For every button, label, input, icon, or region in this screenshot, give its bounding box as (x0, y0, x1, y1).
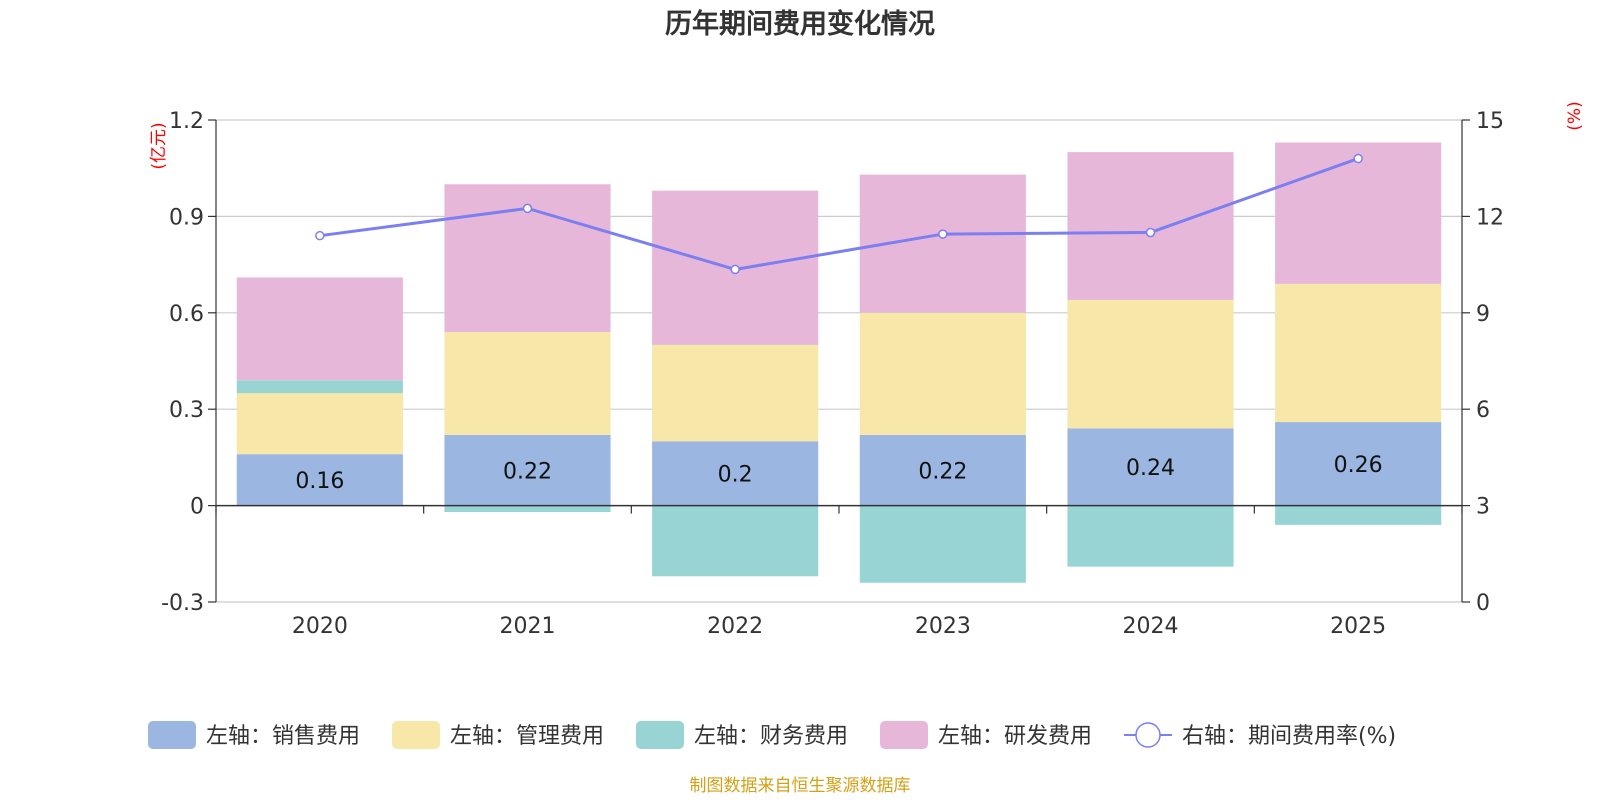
bar-2021-左轴：销售费用 (444, 434, 611, 506)
right-axis-unit-label: (%) (1565, 101, 1585, 130)
bar-2023-左轴：销售费用 (859, 434, 1026, 506)
bar-2025-左轴：管理费用 (1275, 283, 1442, 423)
bar-series (236, 142, 1442, 583)
legend-swatch (636, 721, 684, 749)
x-axis-tick-label: 2020 (292, 614, 348, 639)
left-axis-unit-label: (亿元) (149, 122, 169, 169)
right-axis-tick-label: 3 (1476, 495, 1490, 520)
x-axis-tick-label: 2022 (707, 614, 763, 639)
expense-ratio-point-2024 (1145, 227, 1156, 238)
right-axis-tick-label: 0 (1476, 591, 1490, 616)
left-axis-tick-label: 0.6 (169, 302, 204, 327)
bar-2025-左轴：销售费用 (1275, 422, 1442, 506)
data-label: 0.26 (1334, 453, 1383, 478)
data-label: 0.22 (503, 459, 552, 484)
right-axis-tick-label: 12 (1476, 205, 1504, 230)
expense-ratio-point-2020 (315, 230, 325, 241)
bar-2024-左轴：销售费用 (1067, 428, 1234, 506)
data-labels: 0.16 0.22 0.2 0.22 0.24 0.26 (295, 453, 1382, 494)
legend-swatch (392, 721, 440, 749)
legend-swatch (148, 721, 196, 749)
expense-ratio-point-2021 (522, 203, 533, 214)
expense-ratio-line (319, 157, 1359, 271)
bar-2023-左轴：财务费用 (859, 505, 1026, 583)
data-label: 0.24 (1126, 456, 1175, 481)
expense-ratio-point-2022 (730, 264, 740, 275)
expense-ratio-line-series (315, 153, 1363, 275)
legend-label: 左轴：销售费用 (206, 724, 360, 749)
left-axis-tick-label: 0.9 (169, 205, 204, 230)
bar-2024-左轴：财务费用 (1067, 505, 1234, 567)
x-axis-tick-label: 2024 (1123, 614, 1179, 639)
bar-2021-左轴：管理费用 (444, 332, 611, 435)
bar-2020-左轴：财务费用 (236, 380, 403, 394)
right-axis-tick-label: 9 (1476, 302, 1490, 327)
legend-label: 左轴：研发费用 (938, 724, 1092, 749)
bar-2022-左轴：销售费用 (652, 441, 819, 506)
legend-label: 左轴：管理费用 (450, 724, 604, 749)
x-axis-tick-label: 2023 (915, 614, 971, 639)
gridlines (216, 119, 1462, 603)
bar-2025-左轴：财务费用 (1275, 505, 1442, 525)
expense-ratio-point-2025 (1353, 153, 1363, 164)
x-axis-tick-label: 2025 (1330, 614, 1386, 639)
bar-2021-左轴：财务费用 (444, 505, 611, 513)
bar-2024-左轴：研发费用 (1067, 152, 1234, 300)
left-axis-tick-label: 1.2 (169, 109, 204, 134)
bar-2025-左轴：研发费用 (1275, 142, 1442, 284)
bar-2020-左轴：研发费用 (236, 277, 403, 381)
bar-2020-左轴：管理费用 (236, 393, 403, 455)
bar-2022-左轴：财务费用 (652, 505, 819, 577)
data-label: 0.22 (918, 459, 967, 484)
bar-2023-左轴：管理费用 (859, 312, 1026, 435)
data-label: 0.2 (718, 462, 753, 487)
left-axis-tick-label: -0.3 (161, 591, 204, 616)
bar-2024-左轴：管理费用 (1067, 299, 1234, 429)
right-axis-tick-label: 6 (1476, 398, 1490, 423)
legend-label: 右轴：期间费用率(%) (1182, 724, 1396, 749)
left-axis-tick-label: 0.3 (169, 398, 204, 423)
expense-ratio-point-2023 (938, 229, 948, 239)
data-label: 0.16 (295, 469, 344, 494)
legend-swatch-marker (1135, 722, 1161, 748)
chart-title: 历年期间费用变化情况 (665, 8, 935, 40)
legend-label: 左轴：财务费用 (694, 724, 848, 749)
right-axis-tick-label: 15 (1476, 109, 1504, 134)
axes: -0.3 0 0.3 0.6 0.9 1.2 0 3 6 9 12 15 2020 2021 2022 202… (161, 109, 1504, 639)
source-note: 制图数据来自恒生聚源数据库 (690, 776, 911, 796)
x-axis-tick-label: 2021 (500, 614, 556, 639)
bar-2022-左轴：管理费用 (652, 344, 819, 442)
bar-2020-左轴：销售费用 (236, 454, 403, 506)
left-axis-tick-label: 0 (190, 495, 204, 520)
legend-swatch (880, 721, 928, 749)
legend: 左轴：销售费用 左轴：管理费用 左轴：财务费用 左轴：研发费用 右轴：期间费用率(%) (148, 721, 1396, 749)
